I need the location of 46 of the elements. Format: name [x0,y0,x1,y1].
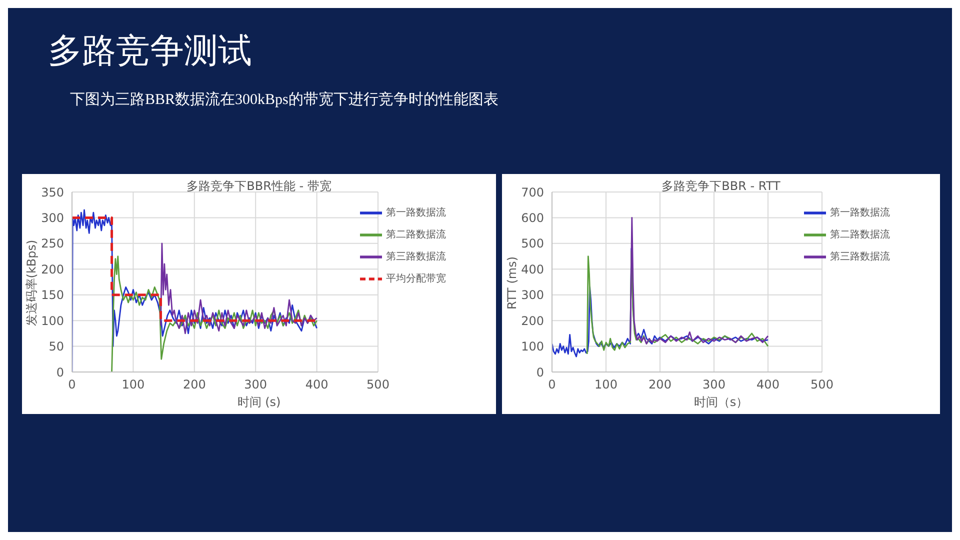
x-tick-label: 200 [182,378,206,392]
line-series [160,242,318,334]
legend-label: 第三路数据流 [830,252,890,263]
y-tick-label: 200 [41,262,64,276]
y-tick-label: 50 [48,340,64,354]
x-tick-label: 500 [810,378,834,392]
y-tick-label: 300 [521,288,544,302]
y-tick-label: 300 [41,210,64,225]
x-tick-label: 300 [702,378,726,392]
x-tick-label: 0 [68,378,76,392]
legend-label: 平均分配带宽 [386,274,446,285]
x-tick-label: 100 [122,378,145,392]
text: 多路竞争测试 [48,30,253,73]
chart-title: 多路竞争下BBR - RTT [662,179,780,193]
chart-title: 多路竞争下BBR性能 - 带宽 [186,179,332,193]
y-tick-label: 100 [41,314,64,328]
y-tick-label: 400 [521,262,544,276]
legend-label: 第二路数据流 [386,230,446,241]
y-tick-label: 150 [41,288,64,302]
legend-label: 第一路数据流 [386,208,446,219]
text: 下图为三路BBR数据流在300kBps的带宽下进行竞争时的性能图表 [70,90,500,109]
x-tick-label: 100 [594,378,618,392]
legend-label: 第三路数据流 [386,252,446,263]
x-tick-label: 500 [366,378,390,392]
x-tick-label: 400 [756,378,780,392]
x-tick-label: 0 [548,378,556,392]
x-axis-title: 时间 (s) [236,394,282,411]
line-series [111,256,318,372]
y-tick-label: 250 [41,236,64,251]
y-tick-label: 600 [521,210,544,225]
legend-label: 第二路数据流 [830,230,890,241]
y-tick-label: 200 [521,314,544,328]
legend-label: 第一路数据流 [830,208,890,219]
y-tick-label: 350 [41,185,64,200]
y-tick-label: 0 [536,365,544,380]
y-tick-label: 100 [521,340,544,354]
line-series [630,217,769,344]
y-tick-label: 700 [521,185,544,200]
y-tick-label: 0 [56,365,64,380]
y-axis-title: RTT (ms) [505,256,519,310]
y-tick-label: 500 [521,236,544,251]
x-tick-label: 400 [305,378,328,392]
x-axis-title: 时间（s） [692,394,750,411]
x-tick-label: 200 [648,378,672,392]
x-tick-label: 300 [244,378,268,392]
y-axis-title: 发送码率(kBps) [24,240,40,326]
